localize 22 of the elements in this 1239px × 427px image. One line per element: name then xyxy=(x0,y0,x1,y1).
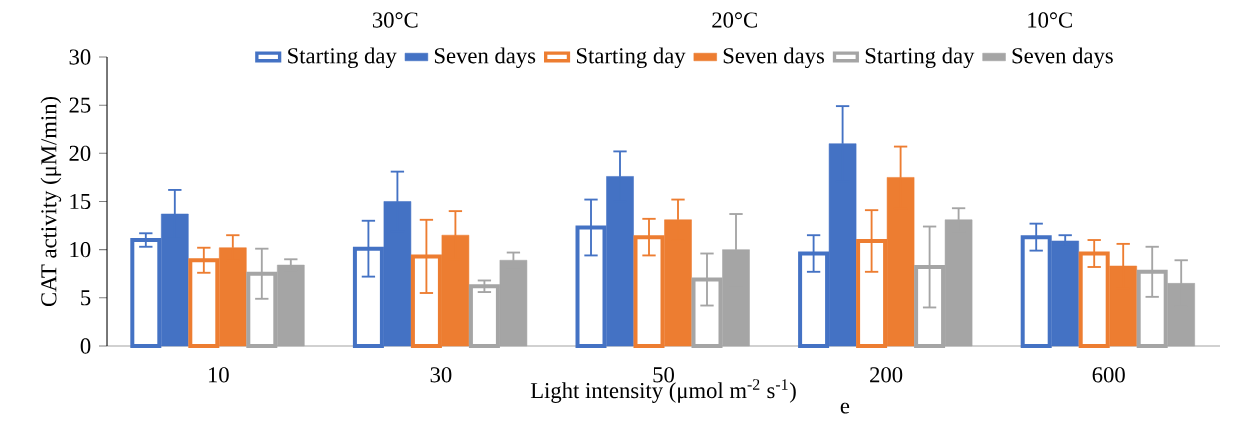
y-tick-label: 25 xyxy=(69,97,91,113)
y-tick-label: 5 xyxy=(81,290,91,306)
legend-label: Seven days xyxy=(434,47,536,69)
x-tick-label: 30 xyxy=(430,367,452,383)
legend-label: Starting day xyxy=(576,47,686,69)
legend-label: Seven days xyxy=(723,47,825,69)
x-tick-label: 600 xyxy=(1092,367,1125,383)
text: 10°C xyxy=(1028,12,1072,28)
legend-label: Starting day xyxy=(288,47,397,69)
text: e xyxy=(840,402,850,414)
y-tick-label: 15 xyxy=(70,193,91,210)
y-tick-label: 30 xyxy=(69,49,91,65)
y-tick-label: 10 xyxy=(70,242,91,258)
y-tick-label: 0 xyxy=(80,338,91,354)
y-axis-title: CAT activity (μM/min) xyxy=(40,96,62,307)
text: 30°C xyxy=(372,12,418,28)
legend-label: Seven days xyxy=(1012,47,1113,69)
text: 20°C xyxy=(712,12,757,28)
y-tick-label: 20 xyxy=(69,145,91,161)
x-tick-label: 200 xyxy=(870,367,903,383)
legend-label: Starting day xyxy=(865,47,975,69)
x-tick-label: 10 xyxy=(208,367,229,383)
